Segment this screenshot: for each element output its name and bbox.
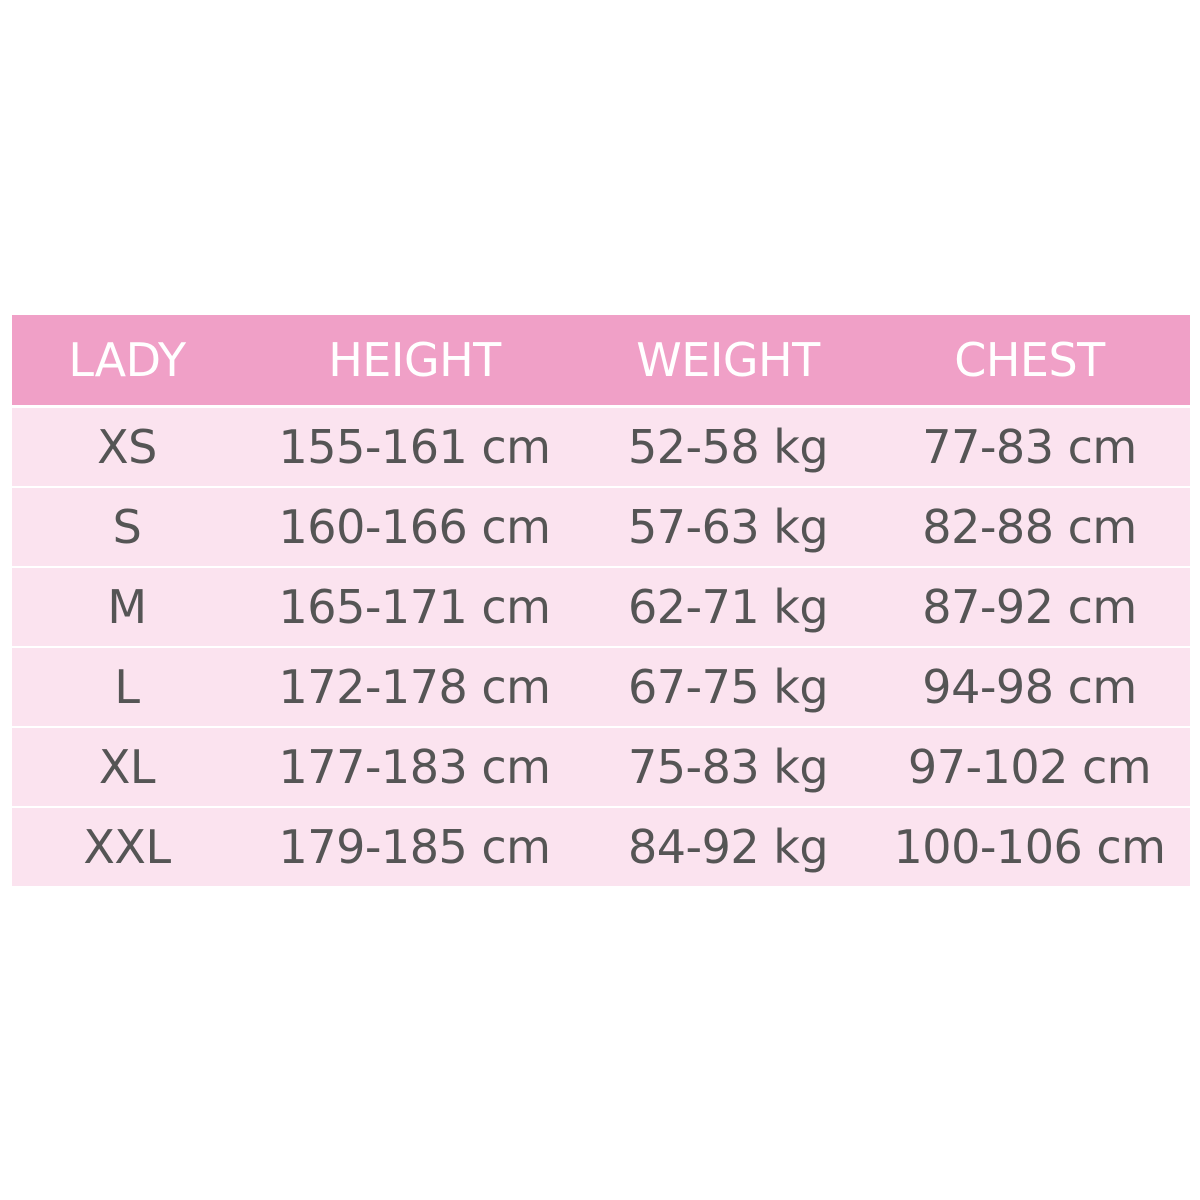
table-row: XXL 179-185 cm 84-92 kg 100-106 cm [12, 808, 1190, 886]
header-cell: LADY [68, 333, 186, 387]
table-cell: M [107, 580, 147, 634]
table-cell: 87-92 cm [922, 580, 1137, 634]
table-cell: 94-98 cm [922, 660, 1137, 714]
table-cell: 57-63 kg [627, 500, 829, 554]
table-cell: 82-88 cm [922, 500, 1137, 554]
table-cell: 100-106 cm [893, 820, 1166, 874]
table-cell: 179-185 cm [278, 820, 551, 874]
table-cell: L [114, 660, 140, 714]
table-cell: 67-75 kg [627, 660, 829, 714]
table-cell: S [112, 500, 142, 554]
table-row: XL 177-183 cm 75-83 kg 97-102 cm [12, 728, 1190, 806]
table-cell: XXL [83, 820, 171, 874]
table-cell: 84-92 kg [627, 820, 829, 874]
table-row: L 172-178 cm 67-75 kg 94-98 cm [12, 648, 1190, 726]
table-cell: 62-71 kg [627, 580, 829, 634]
size-table: LADY HEIGHT WEIGHT CHEST XS 155-161 cm 52-58 k… [12, 315, 1190, 886]
table-cell: XS [97, 420, 157, 474]
table-cell: 160-166 cm [278, 500, 551, 554]
table-cell: 177-183 cm [278, 740, 551, 794]
header-cell: CHEST [954, 333, 1105, 387]
table-row: S 160-166 cm 57-63 kg 82-88 cm [12, 488, 1190, 566]
table-cell: 155-161 cm [278, 420, 551, 474]
table-cell: 52-58 kg [627, 420, 829, 474]
header-row: LADY HEIGHT WEIGHT CHEST [12, 315, 1190, 405]
header-cell: WEIGHT [636, 333, 820, 387]
table-cell: XL [98, 740, 156, 794]
table-cell: 165-171 cm [278, 580, 551, 634]
table-cell: 77-83 cm [922, 420, 1137, 474]
table-row: M 165-171 cm 62-71 kg 87-92 cm [12, 568, 1190, 646]
table-cell: 172-178 cm [278, 660, 551, 714]
header-cell: HEIGHT [328, 333, 501, 387]
table-row: XS 155-161 cm 52-58 kg 77-83 cm [12, 408, 1190, 486]
table-cell: 97-102 cm [907, 740, 1152, 794]
table-cell: 75-83 kg [627, 740, 829, 794]
